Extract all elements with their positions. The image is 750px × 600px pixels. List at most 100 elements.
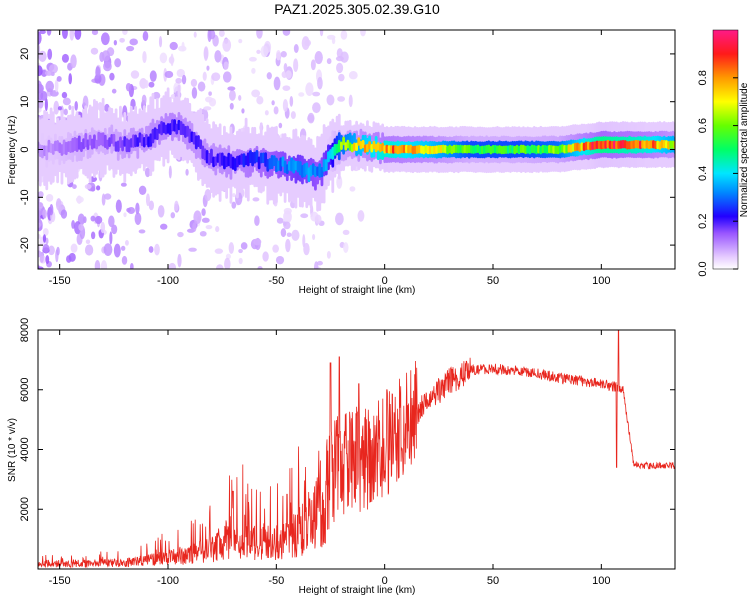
x-tick-label: 100	[592, 575, 610, 587]
ridge-cell	[563, 145, 567, 154]
noise-blob	[275, 49, 281, 61]
noise-blob	[232, 193, 236, 198]
noise-blob	[348, 71, 358, 80]
noise-blob	[95, 66, 101, 79]
noise-blob	[38, 107, 42, 113]
ridge-cell	[346, 139, 350, 149]
noise-blob	[203, 106, 212, 111]
ridge-cell	[578, 143, 582, 152]
noise-blob	[335, 212, 344, 226]
ridge-cell	[90, 138, 94, 150]
ridge-cell	[545, 145, 549, 154]
ridge-cell	[569, 144, 573, 153]
noise-blob	[42, 228, 49, 236]
ridge-cell	[301, 165, 304, 178]
ridge-cell	[632, 140, 636, 149]
noise-blob	[69, 30, 75, 41]
ridge-cell	[405, 144, 408, 154]
noise-blob	[211, 72, 221, 81]
ridge-cell	[385, 144, 389, 154]
ridge-cell	[190, 131, 194, 143]
ridge-cell	[361, 139, 365, 149]
ridge-cell	[86, 139, 90, 151]
noise-blob	[130, 70, 140, 79]
ridge-cell	[491, 145, 495, 154]
noise-blob	[94, 215, 103, 225]
ridge-cell	[504, 145, 508, 154]
ridge-cell	[420, 145, 424, 154]
noise-blob	[144, 79, 149, 89]
noise-blob	[119, 37, 125, 43]
y-tick-label: 6000	[19, 378, 31, 402]
ridge-cell	[392, 145, 395, 154]
ridge-cell	[463, 144, 467, 154]
snr-axes: -150 -100 -50 0 50 100 2000 4000 6000 8000	[19, 318, 675, 587]
ridge-cell	[626, 141, 629, 150]
ridge-cell	[298, 161, 302, 176]
noise-blob	[115, 199, 122, 213]
ridge-cell	[311, 163, 315, 176]
noise-blob	[157, 205, 165, 218]
ridge-cell	[253, 151, 257, 164]
ridge-cell	[71, 137, 75, 153]
ridge-cell	[238, 155, 242, 165]
ridge-cell	[54, 140, 57, 152]
ridge-cell	[123, 136, 127, 147]
noise-blob	[111, 88, 117, 94]
noise-blob	[38, 222, 42, 228]
noise-blob	[336, 175, 343, 189]
ridge-cell	[658, 141, 662, 150]
noise-blob	[282, 85, 291, 91]
ridge-cell	[179, 121, 183, 136]
ridge-cell	[64, 141, 68, 156]
noise-blob	[56, 76, 62, 82]
ridge-cell	[229, 154, 233, 169]
noise-blob	[199, 230, 207, 237]
ridge-cell	[314, 165, 317, 178]
ridge-cell	[119, 136, 122, 148]
noise-blob	[176, 68, 185, 78]
ridge-cell	[127, 139, 131, 153]
ridge-cell	[552, 145, 556, 154]
noise-blob	[129, 38, 138, 46]
noise-blob	[227, 86, 236, 91]
noise-blob	[335, 55, 344, 62]
noise-blob	[251, 67, 256, 74]
noise-blob	[202, 71, 207, 81]
ridge-cell	[652, 140, 655, 149]
noise-blob	[336, 62, 344, 74]
noise-blob	[201, 208, 206, 216]
noise-blob	[343, 242, 349, 253]
ridge-cell	[337, 139, 341, 153]
noise-blob	[85, 239, 91, 245]
noise-blob	[113, 243, 121, 258]
ridge-cell	[188, 128, 192, 144]
noise-blob	[44, 98, 48, 112]
noise-blob	[54, 79, 59, 93]
noise-blob	[222, 71, 232, 83]
ridge-cell	[305, 162, 309, 175]
ridge-cell	[288, 160, 291, 171]
noise-blob	[100, 32, 110, 46]
ridge-cell	[636, 140, 640, 149]
x-tick-label: 100	[592, 275, 610, 287]
noise-blob	[326, 58, 332, 65]
ridge-cell	[389, 145, 393, 154]
ridge-cell	[539, 145, 543, 155]
snr-series	[38, 330, 675, 569]
noise-blob	[78, 223, 84, 231]
noise-blob	[90, 231, 96, 240]
ridge-cell	[524, 145, 528, 155]
x-tick-label: -100	[157, 275, 179, 287]
ridge-cell	[186, 125, 190, 137]
ridge-cell	[322, 158, 326, 172]
noise-blob	[307, 112, 315, 124]
ridge-cell	[227, 152, 231, 167]
ridge-cell	[498, 145, 502, 154]
ridge-cell	[437, 144, 441, 154]
noise-blob	[74, 100, 78, 111]
noise-blob	[45, 237, 49, 245]
ridge-cell	[561, 144, 564, 153]
noise-blob	[44, 70, 54, 76]
